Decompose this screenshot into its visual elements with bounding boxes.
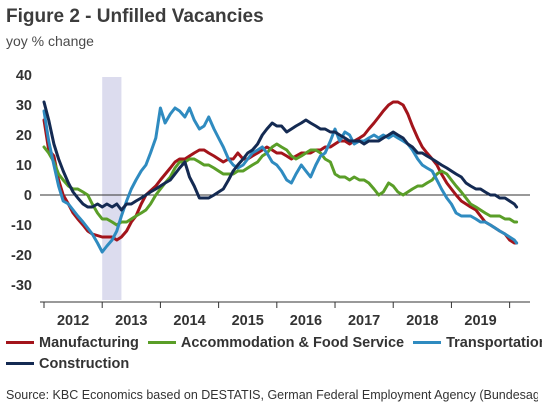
legend-swatch-manufacturing: [6, 341, 34, 344]
x-tick-label: 2013: [115, 313, 147, 329]
figure-title: Figure 2 - Unfilled Vacancies: [6, 6, 264, 27]
shaded-period: [102, 77, 122, 300]
x-tick-label: 2012: [57, 313, 89, 329]
legend-label-construction: Construction: [39, 355, 130, 372]
x-tick-label: 2018: [406, 313, 438, 329]
source-note: Source: KBC Economics based on DESTATIS,…: [6, 388, 538, 402]
legend-item-accommodation: Accommodation & Food Service: [147, 334, 405, 351]
legend-item-transportation: Transportation: [413, 335, 542, 351]
y-tick-label: -20: [11, 248, 32, 264]
series-line-accommodation-food-service: [42, 142, 519, 227]
x-tick-label: 2014: [173, 313, 205, 329]
x-tick-label: 2016: [290, 313, 322, 329]
legend-swatch-transportation: [413, 341, 442, 344]
y-tick-label: 40: [16, 68, 32, 84]
legend-row-2: Construction: [6, 353, 542, 374]
figure-subtitle: yoy % change: [6, 33, 94, 49]
legend-swatch-accommodation: [147, 341, 176, 344]
chart-legend: Manufacturing Accommodation & Food Servi…: [6, 332, 542, 374]
y-tick-label: 0: [24, 188, 32, 204]
y-tick-label: 30: [16, 98, 32, 114]
legend-label-transportation: Transportation: [446, 334, 542, 351]
y-tick-label: -30: [11, 278, 32, 294]
y-tick-label: 10: [16, 158, 32, 174]
legend-item-manufacturing: Manufacturing: [6, 335, 139, 351]
series-line-transportation: [42, 106, 519, 254]
x-tick-label: 2019: [464, 313, 496, 329]
series-line-manufacturing: [42, 100, 519, 245]
y-tick-label: -10: [11, 218, 32, 234]
series-line-construction: [42, 100, 519, 212]
y-tick-label: 20: [16, 128, 32, 144]
line-chart: -30 -20 -10 0 10 20 30 40 2012 2013 2014 2015 2016 20…: [11, 68, 530, 329]
legend-swatch-construction: [6, 362, 34, 365]
x-tick-label: 2015: [232, 313, 264, 329]
legend-item-construction: Construction: [6, 356, 129, 372]
legend-label-manufacturing: Manufacturing: [39, 334, 139, 351]
legend-label-accommodation: Accommodation & Food Service: [180, 334, 405, 351]
x-tick-label: 2017: [348, 313, 380, 329]
legend-row-1: Manufacturing Accommodation & Food Servi…: [6, 332, 542, 353]
